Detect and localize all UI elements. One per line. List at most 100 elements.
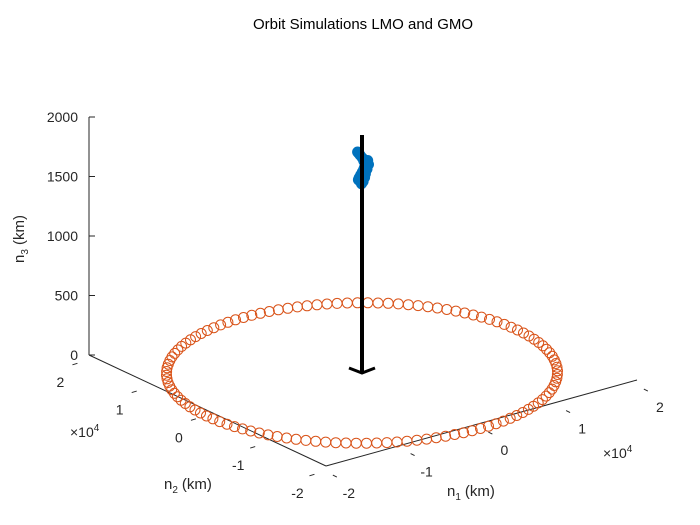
y-tick-mark [250, 446, 256, 449]
lmo-orbit-point [551, 372, 563, 384]
x-tick-mark [410, 453, 415, 456]
x-tick-label: -2 [343, 485, 356, 501]
lmo-orbit-point [161, 366, 173, 377]
lmo-orbit-point [291, 301, 303, 313]
x-tick-mark [643, 388, 649, 392]
y-tick-label: -1 [232, 457, 245, 473]
lmo-orbit-point [214, 416, 226, 428]
lmo-orbit-point [412, 300, 424, 312]
plot-data [161, 135, 563, 449]
lmo-orbit-point [544, 347, 556, 359]
lmo-orbit-point [467, 309, 479, 321]
lmo-orbit-point [371, 437, 383, 449]
lmo-orbit-point [246, 309, 258, 321]
lmo-orbit-point [430, 432, 442, 444]
lmo-orbit-point [511, 410, 523, 421]
x-tick-mark [332, 474, 338, 478]
y-axis-label: n2 (km) [164, 476, 212, 496]
z-tick-label: 1500 [47, 169, 78, 185]
lmo-orbit-point [172, 344, 184, 356]
lmo-orbit-point [245, 425, 257, 437]
x-axis-label: n1 (km) [447, 483, 495, 503]
lmo-orbit-point [301, 300, 313, 312]
z-tick-label: 1000 [47, 228, 78, 244]
y-axis-exponent: ×104 [70, 423, 100, 440]
lmo-orbit-point [466, 425, 478, 437]
lmo-orbit-point [459, 307, 471, 319]
lmo-orbit-point [350, 437, 362, 449]
x-axis-exponent: ×104 [603, 444, 633, 461]
lmo-orbit-point [440, 430, 452, 442]
lmo-orbit-point [201, 410, 212, 422]
x-tick-label: 2 [656, 399, 664, 415]
lmo-orbit-point [320, 436, 332, 448]
lmo-orbit-point [476, 311, 487, 323]
lmo-orbit-point [431, 302, 443, 314]
lmo-orbit-point [552, 365, 563, 377]
lmo-orbit-point [254, 307, 266, 319]
lmo-orbit-point [166, 384, 178, 396]
lmo-orbit-point [272, 304, 284, 316]
y-tick-mark [131, 390, 137, 394]
y-tick-label: -2 [291, 485, 304, 501]
lmo-orbit-point [311, 299, 323, 311]
lmo-orbit-point [381, 437, 393, 449]
y-tick-label: 1 [116, 402, 124, 418]
lmo-orbit-point [422, 301, 434, 313]
lmo-orbit-point [310, 435, 322, 447]
y-tick-label: 2 [57, 374, 65, 390]
lmo-orbit-point [505, 321, 517, 333]
lmo-orbit-point [237, 423, 248, 435]
x-tick-mark [488, 431, 493, 435]
lmo-orbit-point [517, 407, 529, 418]
x-axis-line [325, 379, 638, 467]
lmo-orbit-point [201, 325, 213, 336]
lmo-orbit-point [229, 421, 240, 433]
lmo-orbit-point [382, 297, 394, 309]
lmo-orbit-point [551, 369, 563, 380]
z-axis-label: n3(km) [11, 215, 31, 263]
x-tick-label: 1 [578, 421, 586, 437]
lmo-orbit-point [540, 390, 552, 402]
lmo-orbit-point [321, 298, 333, 310]
y-tick-mark [72, 362, 78, 366]
lmo-orbit-point [340, 437, 352, 449]
lmo-orbit-point [401, 435, 413, 447]
y-tick-mark [190, 418, 197, 421]
lmo-orbit-point [176, 340, 188, 352]
lmo-orbit-point [195, 328, 207, 339]
lmo-orbit-point [281, 432, 293, 444]
lmo-orbit-point [172, 391, 183, 403]
lmo-orbit-point [497, 415, 509, 427]
lmo-orbit-point [215, 319, 227, 331]
x-tick-label: -1 [420, 464, 433, 480]
vector-arrowhead [348, 366, 376, 375]
lmo-orbit-point [222, 316, 234, 328]
chart-title: Orbit Simulations LMO and GMO [253, 16, 473, 33]
lmo-orbit-point [330, 437, 342, 449]
lmo-orbit-point [484, 313, 495, 325]
lmo-orbit-point [208, 322, 220, 334]
lmo-orbit-point [300, 434, 312, 446]
lmo-orbit-point [491, 316, 503, 328]
lmo-orbit-point [282, 302, 294, 314]
y-tick-mark [309, 473, 315, 477]
lmo-orbit-point [271, 431, 283, 442]
z-tick-label: 500 [55, 288, 79, 304]
lmo-orbit-point [441, 304, 453, 315]
lmo-orbit-point [402, 299, 414, 311]
lmo-orbit-point [195, 407, 206, 419]
lmo-orbit-point [475, 423, 486, 434]
lmo-orbit-point [361, 437, 372, 449]
lmo-orbit-point [161, 369, 172, 381]
lmo-orbit-point [189, 404, 201, 416]
lmo-orbit-point [207, 413, 219, 425]
lmo-orbit-point [546, 350, 558, 362]
lmo-orbit-point [391, 436, 403, 448]
lmo-orbit-point [168, 387, 180, 399]
z-tick-label: 2000 [47, 109, 78, 125]
lmo-orbit-point [490, 418, 502, 430]
lmo-orbit-point [331, 297, 343, 309]
lmo-orbit-point [221, 418, 233, 430]
x-tick-mark [565, 410, 571, 413]
